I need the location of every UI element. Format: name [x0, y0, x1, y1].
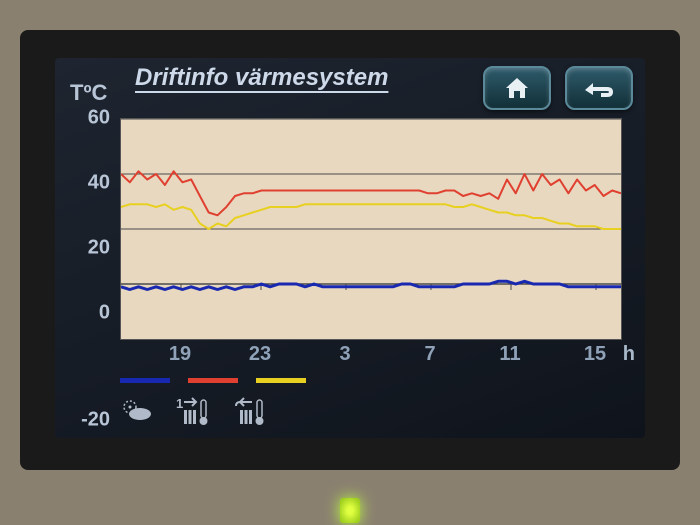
legend-swatch-yellow — [256, 378, 306, 383]
y-tick: -20 — [65, 408, 110, 431]
y-tick: 0 — [65, 302, 110, 325]
home-icon — [503, 76, 531, 100]
x-tick: 23 — [249, 343, 271, 366]
radiator-return-icon — [230, 396, 266, 426]
legend-swatch-blue — [120, 378, 170, 383]
y-tick: 40 — [65, 172, 110, 195]
back-arrow-icon — [581, 76, 617, 100]
x-tick: 11 — [499, 343, 520, 366]
radiator-supply-icon: 1 — [174, 396, 210, 426]
x-tick: 15 — [584, 343, 606, 366]
svg-text:1: 1 — [176, 396, 183, 411]
legend-swatch-red — [188, 378, 238, 383]
home-button[interactable] — [483, 66, 551, 110]
y-tick: 60 — [65, 107, 110, 130]
outdoor-temp-icon — [120, 397, 154, 425]
x-tick: 3 — [339, 343, 350, 366]
chart-svg — [121, 119, 621, 339]
device-frame: Driftinfo värmesystem TºC 60 40 20 0 -20 — [20, 30, 680, 470]
nav-buttons — [483, 66, 633, 110]
x-tick: 19 — [169, 343, 191, 366]
x-axis-ticks: 19 23 3 7 11 15 — [120, 343, 620, 368]
back-button[interactable] — [565, 66, 633, 110]
legend — [120, 378, 306, 383]
footer-icons: 1 — [120, 396, 266, 426]
y-axis-ticks: 60 40 20 0 -20 — [65, 118, 115, 378]
status-led-icon — [340, 498, 360, 523]
y-tick: 20 — [65, 237, 110, 260]
screen: Driftinfo värmesystem TºC 60 40 20 0 -20 — [55, 58, 645, 438]
x-tick: 7 — [424, 343, 435, 366]
x-axis-unit: h — [623, 343, 635, 366]
page-title: Driftinfo värmesystem — [135, 64, 388, 92]
chart — [120, 118, 622, 340]
y-axis-label: TºC — [70, 80, 107, 106]
